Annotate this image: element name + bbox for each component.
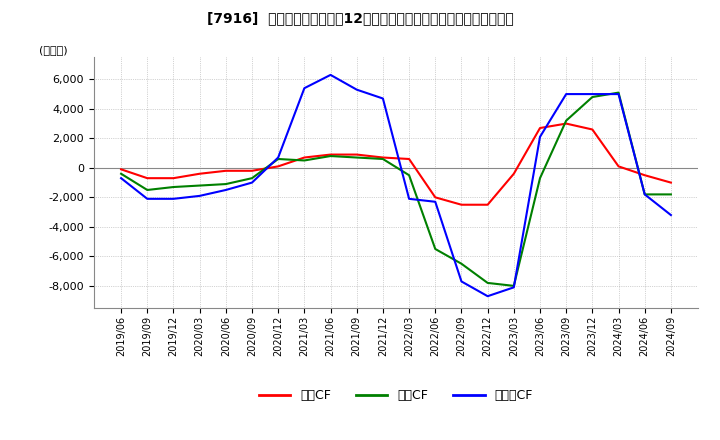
フリーCF: [222, 187, 230, 193]
投資CF: [222, 181, 230, 187]
営業CF: [640, 172, 649, 178]
フリーCF: [195, 193, 204, 198]
営業CF: [195, 171, 204, 176]
フリーCF: [248, 180, 256, 185]
投資CF: [667, 192, 675, 197]
営業CF: [326, 152, 335, 157]
フリーCF: [614, 92, 623, 97]
営業CF: [143, 176, 152, 181]
フリーCF: [169, 196, 178, 202]
投資CF: [248, 176, 256, 181]
投資CF: [117, 171, 125, 176]
Line: 営業CF: 営業CF: [121, 124, 671, 205]
営業CF: [117, 167, 125, 172]
投資CF: [379, 156, 387, 161]
投資CF: [457, 261, 466, 266]
営業CF: [614, 164, 623, 169]
フリーCF: [326, 72, 335, 77]
投資CF: [431, 246, 440, 252]
営業CF: [510, 171, 518, 176]
投資CF: [483, 280, 492, 286]
投資CF: [640, 192, 649, 197]
投資CF: [352, 155, 361, 160]
Line: フリーCF: フリーCF: [121, 75, 671, 296]
フリーCF: [457, 279, 466, 284]
投資CF: [510, 283, 518, 289]
フリーCF: [405, 196, 413, 202]
投資CF: [562, 118, 570, 123]
営業CF: [483, 202, 492, 207]
営業CF: [169, 176, 178, 181]
営業CF: [431, 195, 440, 200]
営業CF: [352, 152, 361, 157]
投資CF: [143, 187, 152, 193]
営業CF: [536, 125, 544, 131]
フリーCF: [562, 92, 570, 97]
フリーCF: [588, 92, 597, 97]
営業CF: [405, 156, 413, 161]
営業CF: [222, 168, 230, 173]
フリーCF: [143, 196, 152, 202]
投資CF: [405, 172, 413, 178]
フリーCF: [667, 213, 675, 218]
フリーCF: [536, 134, 544, 139]
Text: [7916]  キャッシュフローの12か月移動合計の対前年同期増減額の推移: [7916] キャッシュフローの12か月移動合計の対前年同期増減額の推移: [207, 11, 513, 25]
フリーCF: [483, 293, 492, 299]
投資CF: [195, 183, 204, 188]
フリーCF: [117, 176, 125, 181]
フリーCF: [300, 85, 309, 91]
投資CF: [274, 156, 282, 161]
営業CF: [562, 121, 570, 126]
営業CF: [248, 168, 256, 173]
投資CF: [588, 95, 597, 100]
投資CF: [300, 158, 309, 163]
Legend: 営業CF, 投資CF, フリーCF: 営業CF, 投資CF, フリーCF: [254, 384, 538, 407]
投資CF: [536, 176, 544, 181]
投資CF: [326, 154, 335, 159]
営業CF: [667, 180, 675, 185]
営業CF: [274, 164, 282, 169]
フリーCF: [274, 155, 282, 160]
フリーCF: [510, 285, 518, 290]
営業CF: [457, 202, 466, 207]
フリーCF: [431, 199, 440, 205]
Text: (百万円): (百万円): [39, 45, 68, 55]
Line: 投資CF: 投資CF: [121, 92, 671, 286]
フリーCF: [640, 192, 649, 197]
営業CF: [588, 127, 597, 132]
フリーCF: [352, 87, 361, 92]
フリーCF: [379, 96, 387, 101]
営業CF: [379, 155, 387, 160]
投資CF: [169, 184, 178, 190]
営業CF: [300, 155, 309, 160]
投資CF: [614, 90, 623, 95]
